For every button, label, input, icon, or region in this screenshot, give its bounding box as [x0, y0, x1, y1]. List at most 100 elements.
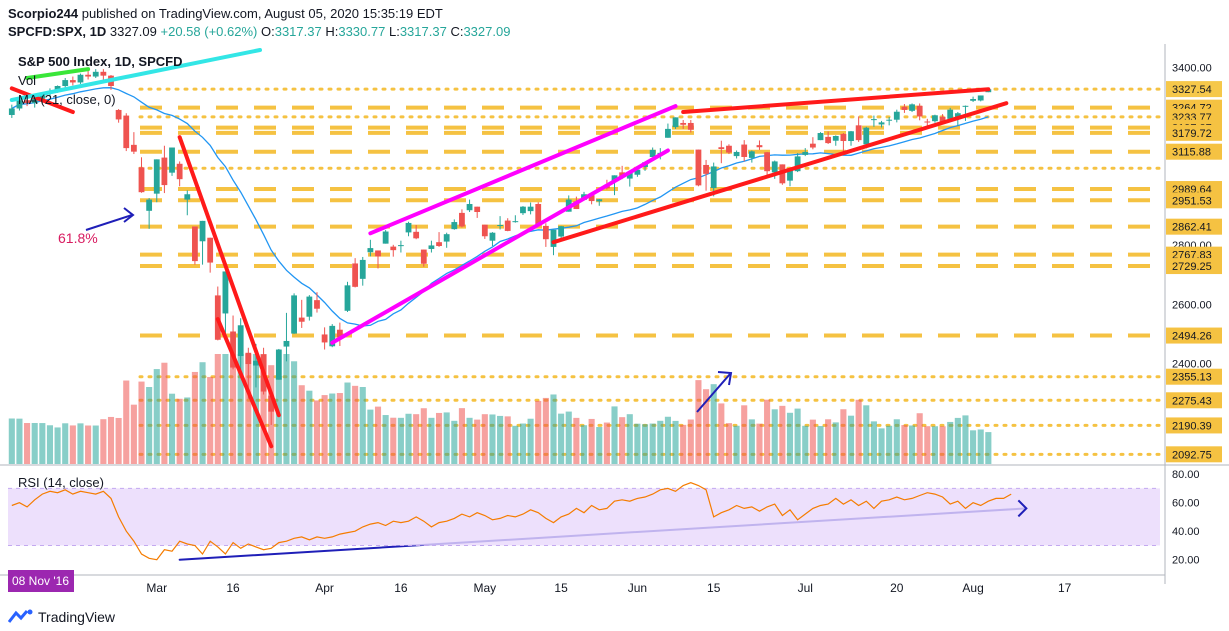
candle: [344, 281, 351, 312]
last-price: 3327.09: [109, 24, 157, 39]
price-tag-bg: [1166, 143, 1222, 160]
candle-body: [863, 127, 870, 145]
candle: [542, 223, 549, 247]
price-tag: 3115.88: [1166, 143, 1222, 160]
candle: [382, 230, 389, 244]
volume-bar: [840, 409, 847, 464]
candle-body: [428, 245, 435, 249]
volume-bar: [237, 354, 244, 464]
series-title: S&P 500 Index, 1D, SPCFD: [18, 54, 183, 69]
candle: [764, 151, 770, 177]
candle-body: [230, 331, 236, 368]
volume-bar: [435, 412, 443, 464]
volume-bar: [24, 423, 31, 464]
candle-body: [77, 74, 84, 83]
candle: [687, 120, 694, 133]
x-tick-label: May: [473, 581, 496, 595]
candle: [596, 198, 603, 206]
candle: [398, 240, 404, 253]
price-tag: 2092.75: [1166, 446, 1222, 463]
price-tag-bg: [1166, 392, 1222, 409]
x-tick-label: 15: [554, 581, 568, 595]
candle-body: [611, 175, 618, 182]
volume-bar: [260, 354, 267, 464]
candle: [176, 161, 183, 187]
x-tick-label: 15: [707, 581, 721, 595]
price-tag-label: 3115.88: [1172, 147, 1211, 159]
candle-body: [115, 109, 122, 120]
candle-body: [527, 206, 534, 212]
price-tag: 2355.13: [1166, 368, 1222, 385]
volume-bar: [413, 414, 420, 464]
close-value: 3327.09: [463, 24, 511, 39]
candle-body: [62, 80, 69, 86]
volume-bar: [443, 412, 450, 464]
candle-body: [909, 104, 915, 111]
volume-bar: [626, 414, 633, 464]
candle-body: [710, 166, 717, 189]
volume-bar: [62, 423, 69, 464]
volume-bar: [596, 427, 603, 464]
candle: [893, 109, 900, 123]
candle-body: [542, 225, 549, 240]
candle-body: [382, 231, 389, 244]
x-tick-label: Apr: [315, 581, 334, 595]
volume-bar: [344, 382, 351, 464]
candle-body: [69, 80, 76, 83]
candle-body: [504, 220, 511, 231]
candle: [520, 206, 526, 215]
volume-bar: [146, 387, 153, 464]
volume-bar: [565, 411, 572, 464]
volume-bar: [733, 425, 740, 464]
price-tag-bg: [1166, 258, 1222, 275]
tradingview-brand[interactable]: TradingView: [38, 609, 116, 625]
y-tick-label: 3400.00: [1172, 63, 1212, 75]
candle-body: [436, 242, 442, 247]
candle: [314, 292, 320, 313]
volume-bar: [817, 426, 824, 464]
volume-bar: [741, 405, 748, 464]
candle: [695, 149, 702, 187]
trend-line-red: [215, 317, 274, 449]
volume-bar: [199, 362, 206, 464]
candle: [298, 299, 305, 328]
volume-bar: [718, 403, 725, 464]
volume-bar: [634, 423, 641, 464]
candle: [428, 240, 435, 253]
candle: [92, 69, 99, 79]
candle: [69, 76, 76, 86]
volume-bar: [748, 419, 755, 464]
candle: [138, 157, 145, 193]
price-chart[interactable]: 3400.003200.003000.002800.002600.002400.…: [0, 44, 1229, 604]
candle: [878, 120, 885, 128]
candle: [497, 216, 503, 230]
price-tag-label: 3179.72: [1172, 128, 1212, 140]
candle: [413, 225, 420, 240]
candle-body: [237, 325, 244, 357]
candle-body: [932, 115, 938, 122]
volume-bar: [954, 417, 961, 464]
volume-bar: [8, 418, 15, 464]
volume-bar: [176, 398, 183, 464]
volume-bar: [283, 354, 290, 464]
candle-body: [474, 206, 481, 212]
candle: [916, 103, 923, 121]
candle-body: [871, 119, 877, 121]
candle-body: [222, 271, 229, 314]
candle: [527, 202, 534, 215]
author-name[interactable]: Scorpio244: [8, 6, 79, 21]
candle-body: [939, 116, 946, 122]
candle-body: [809, 143, 816, 148]
volume-bar: [291, 361, 298, 464]
candle: [405, 221, 412, 237]
volume-bar: [451, 420, 458, 464]
price-tag-bg: [1166, 417, 1222, 434]
trend-line-red: [681, 87, 991, 115]
volume-bar: [298, 385, 305, 464]
candle: [748, 150, 755, 163]
candle-body: [901, 106, 908, 110]
rsi-band: [8, 488, 1160, 546]
candle: [459, 209, 465, 228]
volume-bar: [107, 416, 115, 464]
candle: [855, 116, 862, 142]
